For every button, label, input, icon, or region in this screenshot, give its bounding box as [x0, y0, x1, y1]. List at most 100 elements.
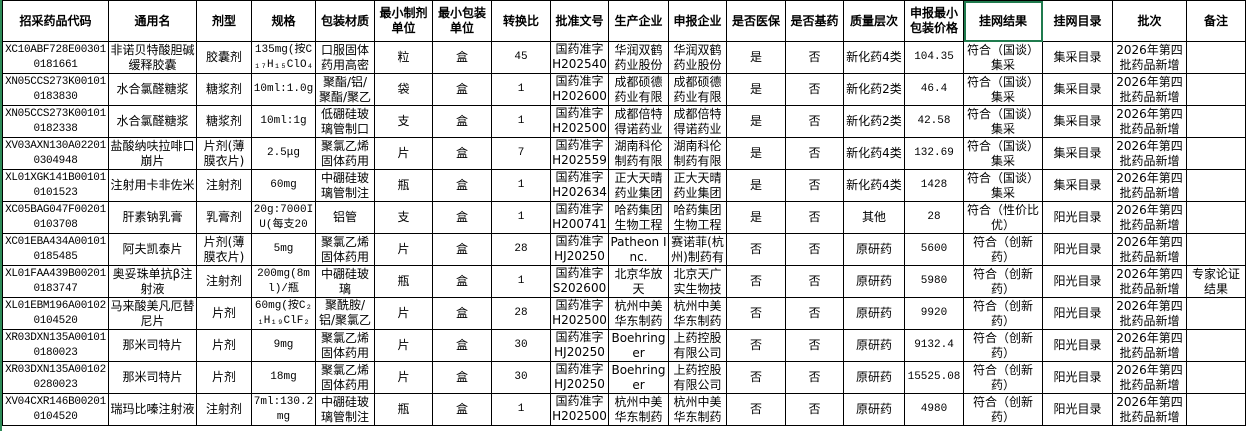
- cell[interactable]: [1186, 41, 1246, 74]
- cell[interactable]: 盒: [432, 361, 492, 394]
- cell[interactable]: 否: [726, 297, 786, 330]
- cell[interactable]: 5mg: [251, 233, 316, 266]
- cell[interactable]: 国药准字HJ2025012: [550, 329, 609, 362]
- cell[interactable]: 片: [374, 329, 433, 362]
- cell[interactable]: 集采目录: [1042, 169, 1113, 202]
- cell[interactable]: 否: [726, 361, 786, 394]
- column-header[interactable]: 申报企业: [668, 0, 727, 42]
- cell[interactable]: 否: [785, 41, 844, 74]
- cell[interactable]: 符合（国谈）集采: [963, 73, 1043, 106]
- cell[interactable]: 否: [726, 233, 786, 266]
- cell[interactable]: 阳光目录: [1042, 329, 1113, 362]
- cell[interactable]: 铝管: [315, 201, 375, 234]
- cell[interactable]: 盒: [432, 297, 492, 330]
- cell[interactable]: 新化药4类: [843, 169, 905, 202]
- cell[interactable]: 盐酸纳呋拉啡口崩片: [108, 137, 197, 170]
- cell[interactable]: XN05CCS273K001010183830: [2, 73, 109, 106]
- column-header[interactable]: 转换比: [491, 0, 551, 42]
- cell[interactable]: 2026年第四批药品新增: [1112, 361, 1187, 394]
- cell[interactable]: XL01FAA439B002010183747: [2, 265, 109, 298]
- cell[interactable]: 原研药: [843, 265, 905, 298]
- cell[interactable]: 马来酸美凡厄替尼片: [108, 297, 197, 330]
- cell[interactable]: 片剂: [196, 361, 252, 394]
- cell[interactable]: 28: [491, 297, 551, 330]
- cell[interactable]: 片剂(薄膜衣片): [196, 233, 252, 266]
- cell[interactable]: 符合（国谈）集采: [963, 137, 1043, 170]
- column-header[interactable]: 是否医保: [726, 0, 786, 42]
- cell[interactable]: 成都硕德药业有限: [668, 73, 727, 106]
- cell[interactable]: 2026年第四批药品新增: [1112, 201, 1187, 234]
- cell[interactable]: 上药控股有限公司: [668, 329, 727, 362]
- cell[interactable]: 盒: [432, 137, 492, 170]
- cell[interactable]: 杭州中美华东制药: [668, 393, 727, 426]
- cell[interactable]: [1186, 233, 1246, 266]
- cell[interactable]: 1428: [904, 169, 964, 202]
- cell[interactable]: XV04CXR146B002010104520: [2, 393, 109, 426]
- cell[interactable]: 北京天广实生物技: [668, 265, 727, 298]
- cell[interactable]: 符合（创新药）: [963, 393, 1043, 426]
- cell[interactable]: 7ml:130.2mg: [251, 393, 316, 426]
- cell[interactable]: 阿夫凯泰片: [108, 233, 197, 266]
- cell[interactable]: 2026年第四批药品新增: [1112, 105, 1187, 138]
- cell[interactable]: 片: [374, 137, 433, 170]
- cell[interactable]: 60mg(按C₂₁H₁₉ClF₂: [251, 297, 316, 330]
- cell[interactable]: XR03DXN135A001010180023: [2, 329, 109, 362]
- cell[interactable]: 阳光目录: [1042, 393, 1113, 426]
- cell[interactable]: 2026年第四批药品新增: [1112, 329, 1187, 362]
- cell[interactable]: 聚酰胺/铝/聚氯乙烯: [315, 297, 375, 330]
- cell[interactable]: [1186, 105, 1246, 138]
- cell[interactable]: 其他: [843, 201, 905, 234]
- cell[interactable]: 原研药: [843, 393, 905, 426]
- cell[interactable]: 阳光目录: [1042, 265, 1113, 298]
- cell[interactable]: 袋: [374, 73, 433, 106]
- cell[interactable]: 符合（国谈）集采: [963, 105, 1043, 138]
- cell[interactable]: 符合（创新药）: [963, 233, 1043, 266]
- cell[interactable]: 7: [491, 137, 551, 170]
- cell[interactable]: 否: [785, 361, 844, 394]
- cell[interactable]: 胶囊剂: [196, 41, 252, 74]
- cell[interactable]: 新化药2类: [843, 105, 905, 138]
- cell[interactable]: 中硼硅玻璃管制注: [315, 169, 375, 202]
- column-header[interactable]: 备注: [1186, 0, 1246, 42]
- cell[interactable]: 阳光目录: [1042, 361, 1113, 394]
- cell[interactable]: 2026年第四批药品新增: [1112, 297, 1187, 330]
- cell[interactable]: 集采目录: [1042, 137, 1113, 170]
- cell[interactable]: 注射用卡非佐米: [108, 169, 197, 202]
- cell[interactable]: 否: [726, 393, 786, 426]
- cell[interactable]: 1: [491, 105, 551, 138]
- cell[interactable]: 注射剂: [196, 169, 252, 202]
- cell[interactable]: 符合（性价比优）: [963, 201, 1043, 234]
- cell[interactable]: [1186, 73, 1246, 106]
- column-header[interactable]: 最小制剂单位: [374, 0, 433, 42]
- column-header[interactable]: 规格: [251, 0, 316, 42]
- cell[interactable]: 聚氯乙烯固体药用: [315, 329, 375, 362]
- cell[interactable]: 国药准字H20250078: [550, 105, 609, 138]
- cell[interactable]: 盒: [432, 73, 492, 106]
- cell[interactable]: 是: [726, 41, 786, 74]
- cell[interactable]: 片剂(薄膜衣片): [196, 137, 252, 170]
- cell[interactable]: 2026年第四批药品新增: [1112, 41, 1187, 74]
- cell[interactable]: 30: [491, 329, 551, 362]
- cell[interactable]: 104.35: [904, 41, 964, 74]
- cell[interactable]: 否: [726, 265, 786, 298]
- cell[interactable]: 支: [374, 201, 433, 234]
- cell[interactable]: 是: [726, 105, 786, 138]
- cell[interactable]: 否: [785, 137, 844, 170]
- cell[interactable]: 2026年第四批药品新增: [1112, 265, 1187, 298]
- column-header[interactable]: 质量层次: [843, 0, 905, 42]
- cell[interactable]: 42.58: [904, 105, 964, 138]
- cell[interactable]: 集采目录: [1042, 73, 1113, 106]
- cell[interactable]: 阳光目录: [1042, 201, 1113, 234]
- cell[interactable]: 新化药2类: [843, 73, 905, 106]
- cell[interactable]: 5980: [904, 265, 964, 298]
- cell[interactable]: 集采目录: [1042, 41, 1113, 74]
- cell[interactable]: 水合氯醛糖浆: [108, 105, 197, 138]
- cell[interactable]: 否: [785, 201, 844, 234]
- cell[interactable]: 哈药集团生物工程: [668, 201, 727, 234]
- cell[interactable]: 盒: [432, 105, 492, 138]
- column-header[interactable]: 申报最小包装价格: [904, 0, 964, 42]
- cell[interactable]: 原研药: [843, 361, 905, 394]
- cell[interactable]: 盒: [432, 41, 492, 74]
- cell[interactable]: 非诺贝特酸胆碱缓释胶囊: [108, 41, 197, 74]
- cell[interactable]: 是: [726, 137, 786, 170]
